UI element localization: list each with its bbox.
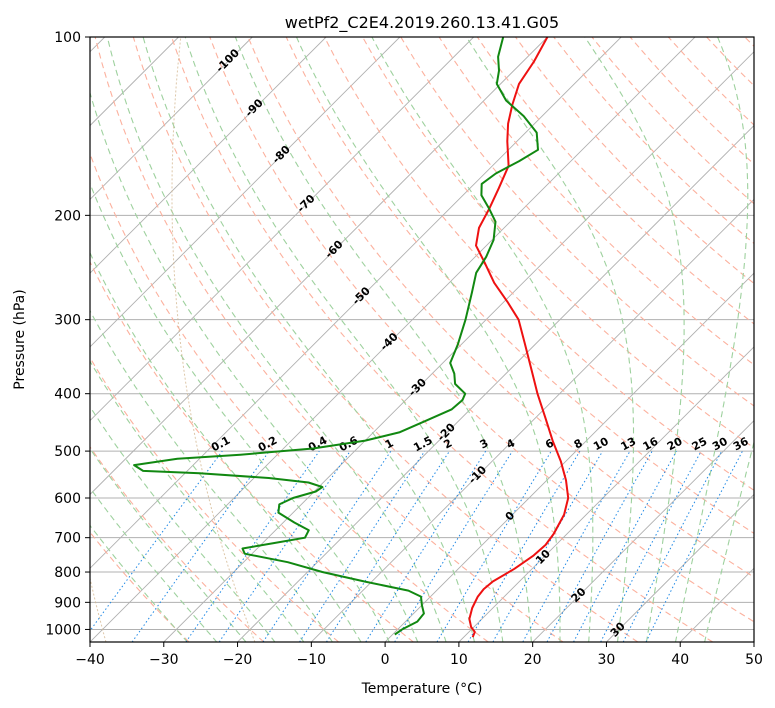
mixing-ratio-line (131, 450, 270, 642)
y-tick-label: 200 (54, 208, 81, 224)
curved-reference-lines (90, 37, 256, 642)
dry-adiabat-line (285, 37, 754, 535)
y-tick-label: 800 (54, 565, 81, 581)
curved-reference-line (171, 37, 256, 642)
x-axis-label: Temperature (°C) (361, 681, 483, 697)
mixing-ratio-label: 25 (690, 435, 710, 454)
y-tick-label: 1000 (45, 622, 81, 638)
x-axis: −40 −30 −20 −10 0 10 20 30 40 50 (75, 642, 763, 668)
x-tick-label: 20 (524, 652, 542, 668)
isotherm-line (90, 37, 401, 348)
moist-adiabat-line (106, 37, 447, 642)
isotherm-line (90, 37, 622, 569)
dry-adiabat-line (438, 37, 754, 366)
isotherm-line (90, 37, 253, 200)
mixing-ratio-lines (90, 450, 743, 642)
moist-adiabat-line (90, 487, 218, 642)
moist-adiabat-line (90, 182, 390, 642)
mixing-ratio-label: 36 (731, 435, 751, 454)
y-tick-label: 900 (54, 595, 81, 611)
y-tick-label: 100 (54, 30, 81, 46)
x-tick-label: 50 (745, 652, 763, 668)
moist-adiabat-line (234, 37, 532, 642)
moist-adiabat-line (90, 524, 189, 642)
moist-adiabat-line (90, 251, 362, 642)
y-axis: 100 200 300 400 500 600 700 800 900 1000 (45, 30, 90, 638)
y-tick-label: 400 (54, 387, 81, 403)
mixing-ratio-line (645, 450, 743, 642)
y-tick-label: 600 (54, 491, 81, 507)
dewpoint-profile-line (133, 37, 539, 636)
moist-adiabat-line (371, 37, 594, 642)
y-tick-label: 500 (54, 444, 81, 460)
dry-adiabat-line (476, 37, 754, 325)
moist-adiabat-line (584, 37, 685, 642)
mixing-ratio-label: 30 (710, 435, 730, 454)
mixing-ratio-label: 16 (641, 435, 661, 454)
isobar-grid (90, 37, 754, 630)
isotherm-line (237, 124, 754, 642)
dry-adiabat-line (323, 37, 754, 491)
dry-adiabat-line (90, 260, 414, 642)
isotherm-line (163, 51, 754, 642)
dry-adiabat-line (90, 445, 265, 642)
y-axis-label: Pressure (hPa) (12, 289, 28, 389)
moist-adiabat-line (184, 37, 504, 642)
mixing-ratio-label: 10 (591, 435, 611, 454)
isotherm-line (606, 493, 754, 642)
moist-adiabat-line (466, 37, 635, 642)
x-tick-label: 10 (450, 652, 468, 668)
x-tick-label: −20 (223, 652, 253, 668)
x-tick-label: 0 (381, 652, 390, 668)
moist-adiabat-line (295, 37, 561, 642)
x-tick-label: 30 (598, 652, 616, 668)
dry-adiabat-line (247, 37, 754, 578)
mixing-ratio-line (522, 450, 631, 642)
mixing-ratio-label: 13 (619, 435, 639, 454)
dry-adiabat-line (171, 37, 713, 642)
dry-adiabat-line (515, 37, 754, 285)
isotherm-line (384, 272, 754, 642)
x-tick-label: 40 (671, 652, 689, 668)
mixing-ratio-label: 20 (665, 435, 685, 454)
isotherm-line (532, 420, 754, 642)
dry-adiabat-line (132, 37, 639, 642)
mixing-ratio-line (218, 450, 351, 642)
x-tick-label: −10 (297, 652, 327, 668)
x-tick-label: −40 (75, 652, 105, 668)
dry-adiabat-line (209, 37, 754, 623)
moist-adiabat-line (704, 439, 754, 642)
mixing-ratio-line (546, 450, 653, 642)
mixing-ratio-line (394, 450, 513, 642)
y-tick-label: 300 (54, 313, 81, 329)
moist-adiabat-line (90, 405, 276, 642)
y-tick-label: 700 (54, 531, 81, 547)
mixing-ratio-line (262, 450, 392, 642)
plot-frame (89, 36, 755, 643)
moist-adiabat-line (142, 37, 475, 642)
chart-title: wetPf2_C2E4.2019.260.13.41.G05 (285, 13, 559, 33)
temperature-profile-line (468, 37, 570, 638)
moist-adiabat-line (90, 447, 247, 642)
mixing-ratio-line (573, 450, 677, 642)
dry-adiabat-line (94, 37, 564, 642)
mixing-ratio-line (299, 450, 426, 642)
mixing-ratio-line (185, 450, 320, 642)
moist-adiabat-line (674, 37, 749, 642)
moist-adiabat-line (90, 360, 305, 642)
isotherm-line (90, 37, 548, 496)
dry-adiabat-line (90, 356, 339, 642)
sounding-profiles (133, 37, 570, 638)
x-tick-label: −30 (149, 652, 179, 668)
moist-adiabat-line (90, 309, 334, 642)
isotherm-line (458, 346, 754, 642)
mixing-ratio-line (90, 450, 223, 632)
plot-area: -100-90-80-70-60-50-40-30-20-10010203040… (90, 37, 754, 642)
dry-adiabat-lines (90, 37, 754, 642)
mixing-ratio-line (325, 450, 450, 642)
